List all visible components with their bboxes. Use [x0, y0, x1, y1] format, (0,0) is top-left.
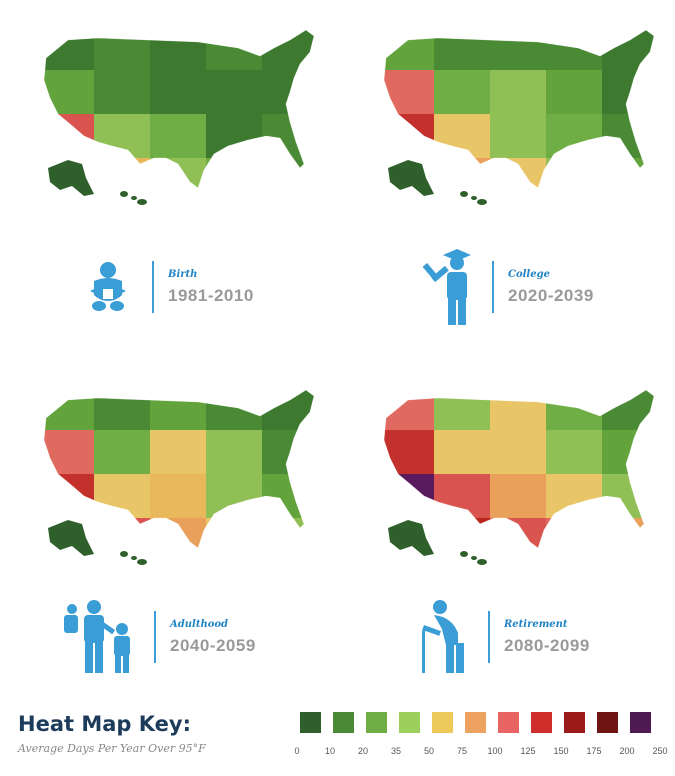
legend-tick-label: 50 — [423, 746, 434, 756]
legend-tick-label: 125 — [520, 746, 536, 756]
stage-divider — [154, 611, 156, 663]
graduate-icon — [418, 247, 478, 327]
legend-tick-label: 0 — [294, 746, 300, 756]
stage-birth: Birth 1981-2010 — [78, 252, 254, 322]
legend-swatch — [300, 712, 321, 733]
elder-with-cane-icon — [414, 599, 474, 675]
legend-swatch — [399, 712, 420, 733]
stage-divider — [152, 261, 154, 313]
stage-label: Adulthood — [170, 618, 229, 630]
map-birth — [28, 18, 328, 208]
legend-swatch — [498, 712, 519, 733]
map-retirement — [368, 378, 668, 568]
legend-swatch — [630, 712, 651, 733]
stage-years: 1981-2010 — [168, 285, 254, 305]
legend-tick-label: 250 — [652, 746, 668, 756]
legend-tick-label: 100 — [487, 746, 503, 756]
baby-icon — [78, 252, 138, 322]
legend-tick-label: 35 — [390, 746, 401, 756]
stage-label: College — [508, 268, 550, 280]
legend-swatch — [531, 712, 552, 733]
map-college — [368, 18, 668, 208]
stage-adulthood: Adulthood 2040-2059 — [60, 599, 256, 675]
legend-swatch — [564, 712, 585, 733]
legend-swatch — [333, 712, 354, 733]
stage-divider — [488, 611, 490, 663]
stage-years: 2020-2039 — [508, 285, 594, 305]
legend-tick-label: 20 — [357, 746, 368, 756]
legend-tick-label: 175 — [586, 746, 602, 756]
map-adulthood — [28, 378, 328, 568]
legend-tick-label: 200 — [619, 746, 635, 756]
stage-label: Retirement — [504, 618, 568, 630]
stage-label: Birth — [168, 268, 198, 280]
legend-tick-label: 10 — [324, 746, 335, 756]
legend-swatches — [300, 712, 663, 733]
family-icon — [60, 599, 140, 675]
legend-ticks: 0 10 20 35 50 75 100 125 150 175 200 250 — [282, 746, 672, 760]
legend-tick-label: 75 — [456, 746, 467, 756]
legend-swatch — [366, 712, 387, 733]
stage-retirement: Retirement 2080-2099 — [414, 599, 590, 675]
legend-swatch — [597, 712, 618, 733]
stage-college: College 2020-2039 — [418, 249, 594, 325]
legend-title: Heat Map Key: — [18, 712, 191, 736]
stage-divider — [492, 261, 494, 313]
legend-swatch — [432, 712, 453, 733]
stage-years: 2080-2099 — [504, 635, 590, 655]
legend-swatch — [465, 712, 486, 733]
legend-tick-label: 150 — [553, 746, 569, 756]
stage-years: 2040-2059 — [170, 635, 256, 655]
legend-subtitle: Average Days Per Year Over 95°F — [18, 742, 206, 755]
